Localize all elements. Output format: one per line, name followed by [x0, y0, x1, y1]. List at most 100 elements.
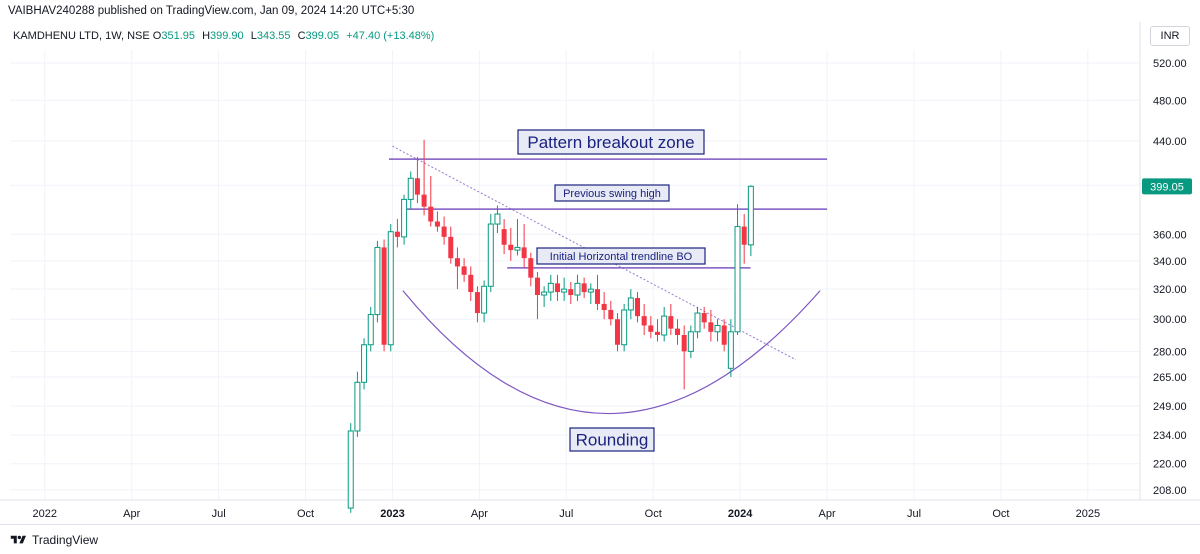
candle-body: [708, 322, 714, 332]
candle-body: [701, 313, 707, 323]
candle-body: [521, 247, 527, 259]
candle-body: [448, 236, 454, 259]
last-price-label: 399.05: [1150, 181, 1184, 193]
candle-body: [514, 246, 521, 251]
candle-body: [668, 316, 674, 329]
rounding-arc: [402, 290, 821, 415]
candle: [514, 219, 521, 256]
candle: [534, 272, 540, 320]
y-tick-label: 300.00: [1153, 314, 1187, 326]
candle-body: [574, 282, 581, 296]
candle-body: [747, 185, 754, 246]
last-price-tag: 399.05: [1142, 178, 1192, 195]
candle: [721, 319, 727, 352]
candle: [401, 194, 408, 245]
candle-body: [401, 198, 408, 238]
y-tick-label: 440.00: [1153, 136, 1187, 148]
candles: [347, 139, 754, 513]
candle: [641, 303, 647, 336]
x-tick-label: 2024: [728, 508, 753, 520]
candle: [554, 274, 560, 301]
y-tick-label: 234.00: [1153, 430, 1187, 442]
candle: [661, 306, 668, 342]
candle: [521, 224, 527, 268]
open-value: 351.95: [161, 30, 195, 42]
candle: [501, 219, 507, 255]
candle: [541, 286, 548, 307]
candle: [694, 306, 701, 339]
candle-body: [634, 297, 640, 317]
candle-body: [508, 244, 514, 251]
tradingview-brand-text: TradingView: [32, 533, 99, 547]
x-tick-label: Apr: [471, 508, 488, 520]
annotation-text: Rounding: [576, 431, 649, 450]
candle-body: [441, 226, 447, 237]
candle: [568, 281, 574, 304]
candle: [701, 306, 707, 329]
candle: [741, 214, 747, 264]
annotation-label: Pattern breakout zone: [517, 129, 705, 155]
x-tick-label: Apr: [819, 508, 836, 520]
x-tick-label: Jul: [212, 508, 226, 520]
currency-button[interactable]: INR: [1150, 26, 1190, 46]
candle-body: [428, 206, 434, 222]
candle-body: [614, 319, 620, 345]
candle-body: [721, 325, 727, 345]
candle-body: [734, 226, 741, 333]
annotation-box: [569, 427, 655, 452]
candle: [367, 306, 374, 352]
candle-body: [381, 247, 387, 345]
candle: [468, 266, 474, 301]
candle-body: [641, 316, 647, 326]
candle-body: [694, 312, 701, 333]
candle-body: [367, 314, 374, 346]
x-tick-label: 2023: [380, 508, 404, 520]
candle: [594, 274, 600, 310]
x-tick-label: Apr: [123, 508, 140, 520]
high-label: H: [202, 30, 211, 42]
y-tick-label: 220.00: [1153, 459, 1187, 471]
candle-body: [361, 344, 368, 383]
candle: [627, 289, 634, 320]
tradingview-logo-icon: [10, 535, 26, 544]
candle-body: [547, 282, 554, 293]
candle-body: [608, 309, 614, 320]
candle-body: [528, 258, 534, 278]
candle: [634, 292, 640, 323]
candle: [561, 277, 568, 301]
annotation-box: [517, 129, 705, 155]
close-value: 399.05: [305, 30, 340, 42]
candle: [448, 226, 454, 264]
candle-body: [727, 331, 734, 369]
publisher-line: VAIBHAV240288 published on TradingView.c…: [8, 5, 415, 17]
candle: [727, 319, 734, 377]
y-tick-label: 208.00: [1153, 485, 1187, 497]
candle: [747, 185, 754, 257]
candle-body: [468, 274, 474, 293]
candle-body: [621, 309, 628, 346]
candle: [655, 319, 661, 342]
candle: [601, 292, 607, 320]
candle-body: [648, 325, 654, 332]
candle-body: [554, 283, 560, 293]
candle-body: [421, 194, 427, 207]
candle: [407, 171, 414, 210]
y-tick-label: 360.00: [1153, 229, 1187, 241]
candle-body: [434, 221, 440, 227]
y-tick-label: 265.00: [1153, 372, 1187, 384]
candle: [487, 214, 494, 293]
candle: [681, 325, 687, 390]
footer-bar: TradingView: [0, 524, 1200, 554]
x-tick-label: Oct: [297, 508, 314, 520]
candle: [648, 316, 654, 339]
close-label: C: [297, 30, 306, 42]
candle-body: [534, 277, 540, 296]
candle-body: [568, 289, 574, 296]
candle: [581, 277, 587, 298]
candle-body: [374, 246, 381, 316]
candle: [708, 309, 714, 342]
y-tick-label: 520.00: [1153, 58, 1187, 70]
tradingview-brand[interactable]: TradingView: [10, 533, 98, 547]
candle: [441, 216, 447, 245]
